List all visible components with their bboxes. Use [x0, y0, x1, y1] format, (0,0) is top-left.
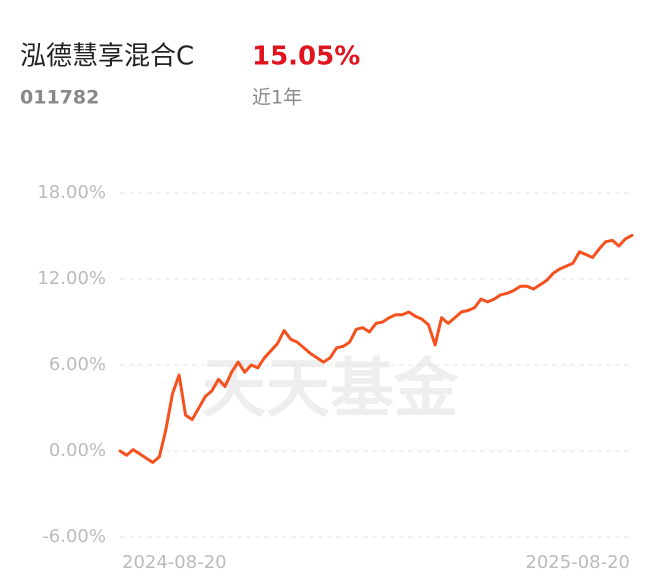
y-tick-label: 0.00% [49, 440, 106, 461]
y-tick-label: 12.00% [37, 268, 106, 289]
fund-return: 15.05% [252, 42, 360, 72]
fund-name: 泓德慧享混合C [20, 42, 194, 72]
y-tick-label: 6.00% [49, 354, 106, 375]
fund-code: 011782 [20, 87, 99, 109]
x-tick-label: 2024-08-20 [122, 552, 227, 573]
period: 近1年 [252, 87, 302, 109]
x-tick-label: 2025-08-20 [525, 552, 630, 573]
y-tick-label: 18.00% [37, 182, 106, 203]
line-series [118, 233, 634, 464]
y-tick-label: -6.00% [42, 526, 106, 547]
